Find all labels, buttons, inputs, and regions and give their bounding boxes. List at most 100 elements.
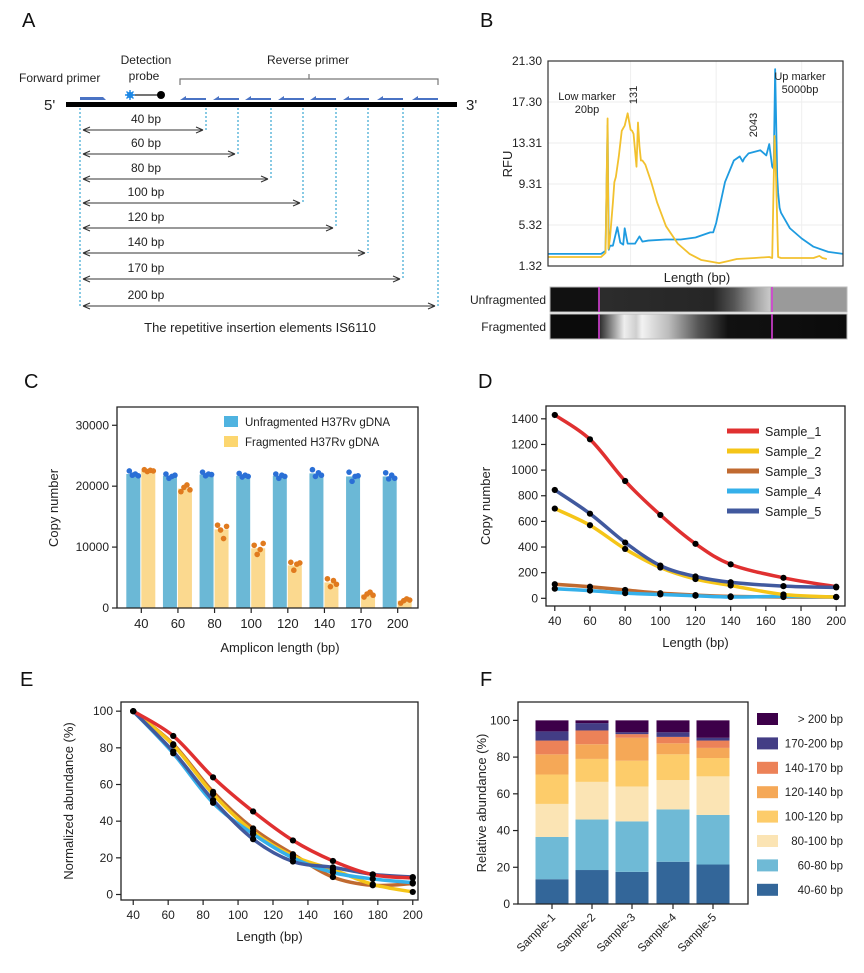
amplicon-length-label: 80 bp (131, 161, 161, 175)
data-point (170, 748, 177, 755)
stacked-segment-200-bp (575, 720, 609, 724)
replicate-point (273, 471, 279, 477)
y-tick-label: 1.32 (519, 259, 543, 273)
stacked-segment-120-140-bp (615, 737, 649, 761)
data-point (727, 593, 734, 601)
annotation-low-marker-size: 20bp (575, 104, 599, 116)
probe-fluorophore-star-icon (125, 90, 135, 100)
legend-swatch (757, 713, 778, 725)
data-point (551, 505, 558, 512)
x-tick-label: Sample-5 (676, 912, 719, 955)
x-tick-label: 100 (650, 614, 670, 628)
data-point (249, 836, 257, 843)
legend-swatch (757, 810, 778, 823)
data-point (170, 741, 177, 748)
replicate-point (282, 473, 288, 480)
plot-frame (547, 60, 844, 267)
panel-a-amplicon-diagram: Forward primer Detection probe Reverse p… (19, 53, 477, 335)
legend-swatch (757, 786, 778, 799)
data-point (329, 873, 337, 881)
replicate-point (223, 523, 230, 530)
y-tick-label: 0 (106, 888, 113, 902)
arrowhead-icon (82, 224, 334, 232)
legend-swatch (757, 859, 778, 872)
stacked-segment-200-bp (696, 720, 730, 738)
data-point (780, 583, 787, 590)
replicate-point (297, 560, 303, 566)
stacked-segment-80-100-bp (615, 786, 649, 822)
panel-letter-c: C (24, 371, 38, 393)
data-point (833, 593, 840, 601)
legend-swatch (224, 436, 238, 447)
data-point (369, 875, 376, 883)
replicate-point (220, 535, 227, 542)
stacked-segment-170-200-bp (656, 732, 690, 737)
legend-label: Sample_3 (765, 465, 821, 479)
y-axis-label: Copy number (46, 468, 61, 547)
amplicon-length-label: 140 bp (128, 235, 165, 249)
x-tick-label: Sample-2 (555, 912, 598, 955)
arrowhead-icon (82, 126, 204, 134)
legend-label: Sample_1 (765, 425, 821, 439)
data-point (409, 873, 416, 881)
stacked-segment-40-60-bp (575, 870, 609, 904)
y-tick-label: 200 (518, 566, 538, 580)
series-line-fragmented (548, 112, 827, 265)
gel-lane-fragmented (549, 313, 848, 340)
replicate-point (135, 473, 142, 479)
plot-frame (545, 405, 846, 607)
stacked-segment-60-80-bp (656, 809, 690, 862)
data-point (369, 871, 376, 878)
panel-letter-b: B (480, 10, 493, 32)
replicate-point (406, 597, 413, 603)
arrowhead-icon (82, 175, 269, 183)
bar-unfragmented (346, 476, 361, 608)
arrowhead-icon (82, 249, 366, 257)
reverse-primer-bracket (179, 74, 439, 85)
y-tick-label: 600 (518, 514, 538, 528)
stacked-segment-100-120-bp (575, 758, 609, 782)
legend-swatch (757, 883, 778, 896)
series-line-sample-1 (553, 413, 838, 589)
stacked-segment-80-100-bp (535, 803, 569, 837)
y-tick-label: 10000 (76, 540, 110, 554)
panel-letter-a: A (22, 10, 36, 32)
data-point (780, 574, 787, 581)
bar-fragmented (287, 565, 302, 608)
data-point (409, 879, 416, 886)
stacked-segment-40-60-bp (535, 879, 569, 904)
y-tick-label: 800 (518, 489, 538, 503)
replicate-point (382, 469, 389, 476)
data-point (622, 477, 629, 485)
y-tick-label: 100 (93, 704, 113, 718)
x-tick-label: 120 (685, 614, 705, 628)
series-line-sample-5 (553, 488, 838, 590)
panel-c-bar-chart: 0 10000 20000 30000 40 60 80 100 120 140 170 200 Unf… (46, 406, 419, 655)
detection-probe-label-line2: probe (129, 69, 160, 83)
annotation-low-marker: Low marker (558, 91, 616, 103)
data-point (249, 830, 257, 838)
replicate-point (288, 559, 294, 566)
reverse-primer-arrow (278, 96, 304, 100)
x-tick-label: 60 (171, 616, 185, 631)
reverse-primer-arrow (377, 96, 403, 100)
x-tick-label: 170 (350, 616, 372, 631)
y-tick-label: 1000 (511, 463, 538, 477)
legend-swatch (757, 737, 778, 750)
replicate-point (370, 592, 376, 599)
replicate-point (245, 473, 251, 480)
x-tick-label: 80 (618, 614, 632, 628)
replicate-point (254, 551, 260, 558)
replicate-point (251, 542, 257, 549)
y-axis-label: RFU (500, 151, 515, 178)
data-point (586, 522, 594, 529)
legend-label: 140-170 bp (785, 763, 843, 775)
panel-letter-f: F (480, 669, 492, 691)
data-point (409, 888, 416, 896)
x-tick-label: Sample-3 (595, 912, 638, 955)
forward-primer-arrow (80, 97, 106, 100)
replicate-point (184, 482, 190, 488)
data-point (692, 573, 699, 580)
stacked-segment-170-200-bp (696, 737, 730, 741)
legend-label: Fragmented H37Rv gDNA (245, 437, 380, 449)
